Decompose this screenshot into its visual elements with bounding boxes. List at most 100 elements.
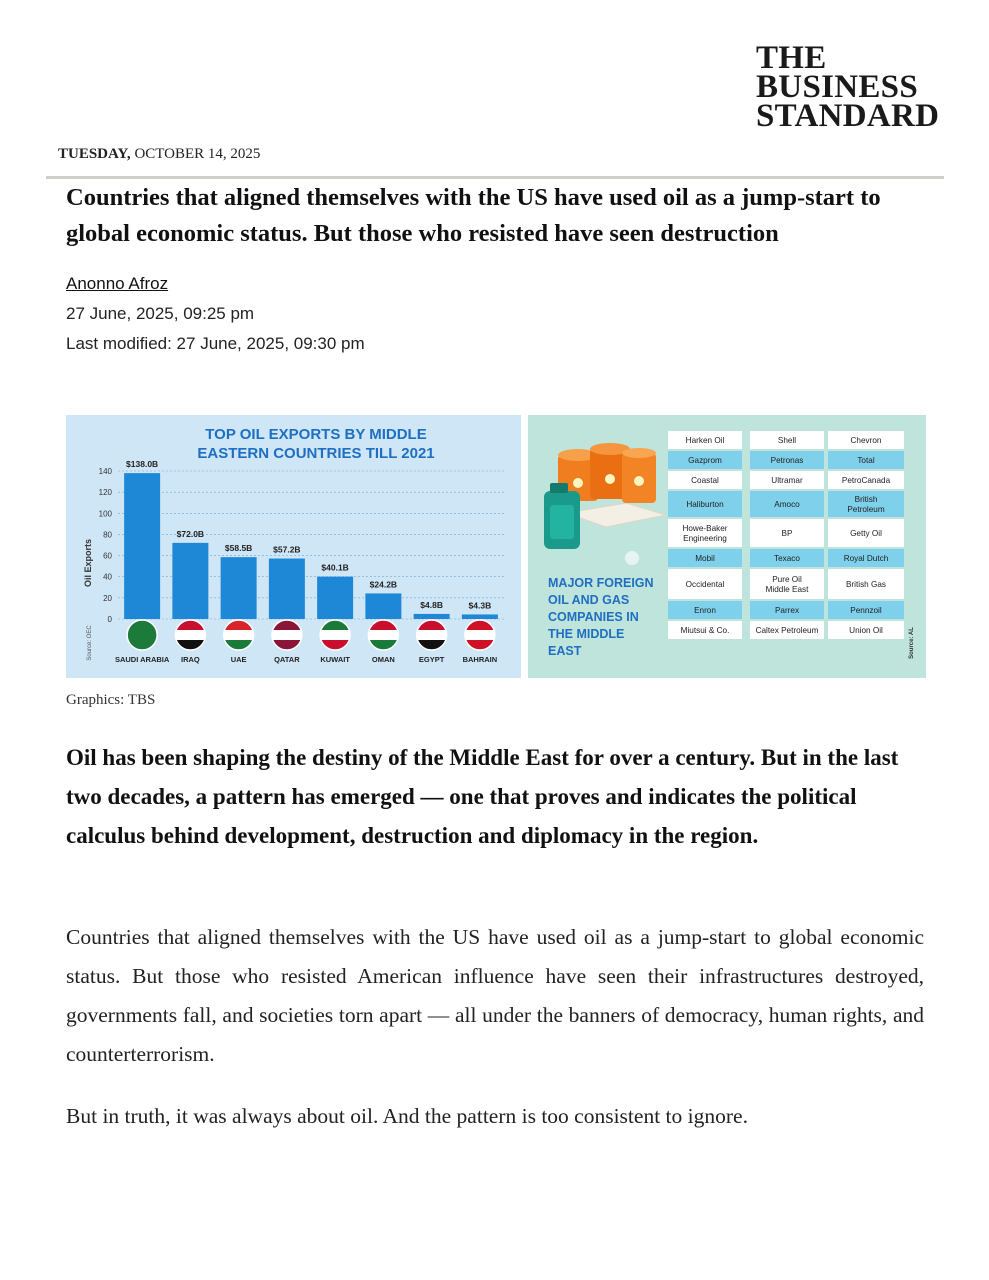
bar [220, 557, 257, 619]
company-name: Shell [778, 436, 796, 445]
company-cell [750, 549, 824, 567]
company-cell [750, 451, 824, 469]
figure-caption: Graphics: TBS [66, 692, 156, 708]
company-name: Texaco [774, 554, 800, 563]
bar [365, 593, 402, 619]
company-cell [668, 471, 742, 489]
country-flag-icon [174, 619, 207, 651]
companies-svg: MAJOR FOREIGN OIL AND GAS COMPANIES IN THE … [544, 431, 915, 659]
y-axis-label: Oil Exports [83, 539, 93, 587]
y-tick-label: 100 [99, 509, 113, 518]
bar [317, 576, 354, 619]
modified-time: Last modified: 27 June, 2025, 09:30 pm [66, 334, 365, 353]
y-tick-label: 0 [108, 615, 113, 624]
company-cell [668, 601, 742, 619]
company-name: Chevron [851, 436, 882, 445]
companies-title-line: MAJOR FOREIGN [548, 576, 654, 590]
company-name: Royal Dutch [844, 554, 889, 563]
company-name: Harken Oil [686, 436, 725, 445]
foreign-companies-panel: MAJOR FOREIGN OIL AND GAS COMPANIES IN THE … [528, 415, 926, 678]
company-name: Miutsui & Co. [681, 626, 730, 635]
company-cell [668, 451, 742, 469]
company-name: BP [782, 529, 793, 538]
company-name: Engineering [683, 534, 727, 543]
bar [268, 558, 305, 619]
chart-title-line: EASTERN COUNTRIES TILL 2021 [197, 445, 434, 462]
company-name: Parrex [775, 606, 799, 615]
bar-chart: 0 20 40 60 80 100 120 140 $138.0B $72.0B $58.5B $5… [83, 426, 504, 664]
country-flag-icon [222, 619, 255, 651]
company-cell [668, 491, 742, 517]
logo-line: BUSINESS [756, 69, 918, 105]
x-tick-label: IRAQ [181, 655, 200, 664]
company-cell [668, 621, 742, 639]
author-link[interactable]: Anonno Afroz [66, 274, 169, 293]
published-time: 27 June, 2025, 09:25 pm [66, 304, 255, 323]
x-tick-label: OMAN [372, 655, 395, 664]
x-tick-label: UAE [231, 655, 247, 664]
country-flag-icon [319, 619, 351, 651]
company-cell [750, 621, 824, 639]
bar-value-label: $58.5B [225, 543, 252, 553]
company-cell [750, 601, 824, 619]
company-cell [828, 569, 904, 599]
bar [413, 613, 450, 619]
company-cell [750, 471, 824, 489]
bar [172, 542, 209, 619]
company-name: British Gas [846, 580, 886, 589]
company-name: Enron [694, 606, 716, 615]
article-paragraph: But in truth, it was always about oil. A… [66, 1104, 748, 1128]
bar-value-label: $57.2B [273, 545, 300, 555]
company-name: Pennzoil [850, 606, 882, 615]
company-name: Middle East [766, 585, 810, 594]
y-tick-label: 20 [103, 594, 112, 603]
x-tick-label: EGYPT [419, 655, 445, 664]
header-divider [46, 176, 944, 179]
company-name: British [855, 495, 878, 504]
coin-icon [625, 551, 639, 565]
company-cell [828, 621, 904, 639]
bar-value-label: $24.2B [370, 579, 397, 589]
dateline-weekday: TUESDAY, [58, 146, 131, 162]
bar-value-label: $4.3B [469, 600, 492, 610]
company-cell [668, 519, 742, 547]
company-name: Howe-Baker [682, 524, 727, 533]
bar-value-label: $138.0B [126, 459, 158, 469]
country-flag-icon [271, 619, 303, 651]
company-name: PetroCanada [842, 476, 891, 485]
x-tick-label: BAHRAIN [463, 655, 498, 664]
companies-source: Source: AL [909, 627, 915, 659]
y-tick-label: 80 [103, 530, 112, 539]
company-cell [750, 491, 824, 517]
chart-title-line: TOP OIL EXPORTS BY MIDDLE [205, 426, 426, 443]
company-name: Union Oil [849, 626, 883, 635]
company-name: Getty Oil [850, 529, 882, 538]
article-paragraph: Countries that aligned themselves with t… [66, 925, 924, 1066]
company-name: Pure Oil [772, 575, 802, 584]
company-cell [750, 519, 824, 547]
logo-line: THE [756, 40, 827, 76]
company-name: Gazprom [688, 456, 722, 465]
company-cell [828, 519, 904, 547]
publication-logo[interactable]: THE BUSINESS STANDARD [756, 40, 939, 133]
country-flag-icon [415, 619, 448, 651]
article-graphic: 0 20 40 60 80 100 120 140 $138.0B $72.0B $58.5B $5… [66, 415, 926, 678]
companies-title-line: EAST [548, 644, 582, 658]
y-tick-label: 140 [99, 467, 113, 476]
company-name: Caltex Petroleum [756, 626, 819, 635]
oil-exports-chart: 0 20 40 60 80 100 120 140 $138.0B $72.0B $58.5B $5… [66, 415, 521, 678]
oil-barrels-icon [544, 443, 667, 549]
company-name: Ultramar [771, 476, 803, 485]
companies-title-line: THE MIDDLE [548, 627, 624, 641]
dateline: TUESDAY, OCTOBER 14, 2025 [58, 146, 260, 163]
company-name: Coastal [691, 476, 719, 485]
company-cell [828, 491, 904, 517]
chart-source: Source: OEC [87, 625, 93, 661]
company-cell [750, 431, 824, 449]
y-tick-label: 40 [103, 573, 112, 582]
y-tick-label: 120 [99, 488, 113, 497]
x-tick-label: KUWAIT [320, 655, 350, 664]
dateline-date: OCTOBER 14, 2025 [134, 146, 261, 162]
company-name: Amoco [774, 500, 800, 509]
company-cell [668, 569, 742, 599]
